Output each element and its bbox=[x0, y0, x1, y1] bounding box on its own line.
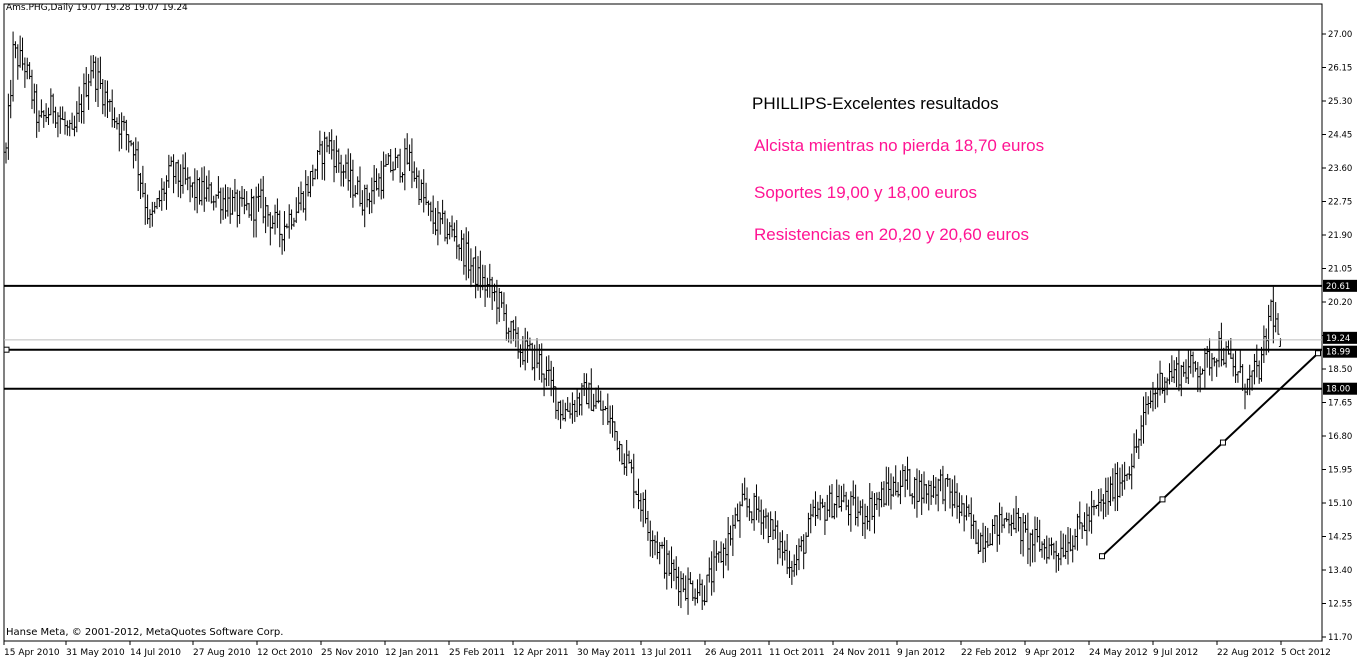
price-label-20-61-text: 20.61 bbox=[1326, 282, 1350, 292]
x-tick-label: 26 Aug 2011 bbox=[705, 648, 763, 658]
x-tick-label: 14 Jul 2010 bbox=[130, 648, 181, 658]
chart-header: Ams.PHG,Daily 19.07 19.28 19.07 19.24 bbox=[6, 3, 188, 13]
x-tick-label: 22 Aug 2012 bbox=[1217, 648, 1275, 658]
y-tick-label: 15.10 bbox=[1328, 499, 1352, 509]
price-label-18-99-box bbox=[1323, 345, 1357, 358]
annotation-supports: Soportes 19,00 y 18,00 euros bbox=[754, 183, 978, 202]
y-tick-label: 23.60 bbox=[1328, 164, 1352, 174]
y-tick-label: 21.90 bbox=[1328, 231, 1352, 241]
y-tick-label: 21.05 bbox=[1328, 265, 1352, 275]
price-label-19-24-text: 19.24 bbox=[1326, 334, 1350, 344]
y-tick-label: 20.20 bbox=[1328, 298, 1352, 308]
x-tick-label: 9 Jul 2012 bbox=[1153, 648, 1198, 658]
price-label-20-61-box bbox=[1323, 279, 1357, 292]
trendline-handle bbox=[1159, 496, 1166, 503]
copyright-text: Hanse Meta, © 2001-2012, MetaQuotes Soft… bbox=[6, 627, 284, 638]
y-tick-label: 15.95 bbox=[1328, 466, 1352, 476]
annotation-title: PHILLIPS-Excelentes resultados bbox=[752, 94, 999, 113]
y-tick-label: 14.25 bbox=[1328, 533, 1352, 543]
price-label-18-99-text: 18.99 bbox=[1326, 348, 1350, 358]
line-anchor-handle bbox=[3, 346, 10, 353]
x-tick-label: 5 Oct 2012 bbox=[1281, 648, 1331, 658]
x-tick-label: 25 Nov 2010 bbox=[321, 648, 379, 658]
y-tick-label: 25.30 bbox=[1328, 97, 1352, 107]
trendline-handle bbox=[1315, 350, 1321, 357]
y-tick-label: 13.40 bbox=[1328, 566, 1352, 576]
x-tick-label: 12 Apr 2011 bbox=[513, 648, 569, 658]
y-tick-label: 16.80 bbox=[1328, 432, 1352, 442]
x-tick-label: 12 Oct 2010 bbox=[257, 648, 313, 658]
x-tick-label: 13 Jul 2011 bbox=[641, 648, 692, 658]
trendline-handle bbox=[1099, 553, 1105, 560]
trendline bbox=[1101, 352, 1319, 557]
y-tick-label: 18.50 bbox=[1328, 365, 1352, 375]
x-tick-label: 9 Apr 2012 bbox=[1025, 648, 1075, 658]
x-tick-label: 27 Aug 2010 bbox=[193, 648, 251, 658]
x-tick-label: 15 Apr 2010 bbox=[4, 648, 60, 658]
x-tick-label: 31 May 2010 bbox=[66, 648, 125, 658]
price-label-18-00-box bbox=[1323, 382, 1357, 395]
x-tick-label: 9 Jan 2012 bbox=[897, 648, 945, 658]
x-tick-label: 24 Nov 2011 bbox=[833, 648, 891, 658]
price-label-19-24-box bbox=[1323, 331, 1357, 344]
y-tick-label: 24.45 bbox=[1328, 131, 1352, 141]
x-tick-label: 30 May 2011 bbox=[577, 648, 636, 658]
y-tick-label: 11.70 bbox=[1328, 633, 1352, 643]
trendline-handle bbox=[1219, 439, 1226, 446]
x-tick-label: 22 Feb 2012 bbox=[961, 648, 1017, 658]
annotation-bullish-condition: Alcista mientras no pierda 18,70 euros bbox=[754, 136, 1045, 155]
plot-frame bbox=[3, 3, 1323, 642]
price-label-18-00-text: 18.00 bbox=[1326, 385, 1350, 395]
x-tick-label: 24 May 2012 bbox=[1089, 648, 1148, 658]
annotation-resistances: Resistencias en 20,20 y 20,60 euros bbox=[754, 225, 1030, 244]
y-tick-label: 27.00 bbox=[1328, 30, 1352, 40]
x-tick-label: 12 Jan 2011 bbox=[385, 648, 439, 658]
y-tick-label: 22.75 bbox=[1328, 198, 1352, 208]
y-tick-label: 26.15 bbox=[1328, 64, 1352, 74]
x-tick-label: 11 Oct 2011 bbox=[769, 648, 825, 658]
y-tick-label: 12.55 bbox=[1328, 600, 1352, 610]
x-tick-label: 25 Feb 2011 bbox=[449, 648, 505, 658]
y-tick-label: 17.65 bbox=[1328, 399, 1352, 409]
